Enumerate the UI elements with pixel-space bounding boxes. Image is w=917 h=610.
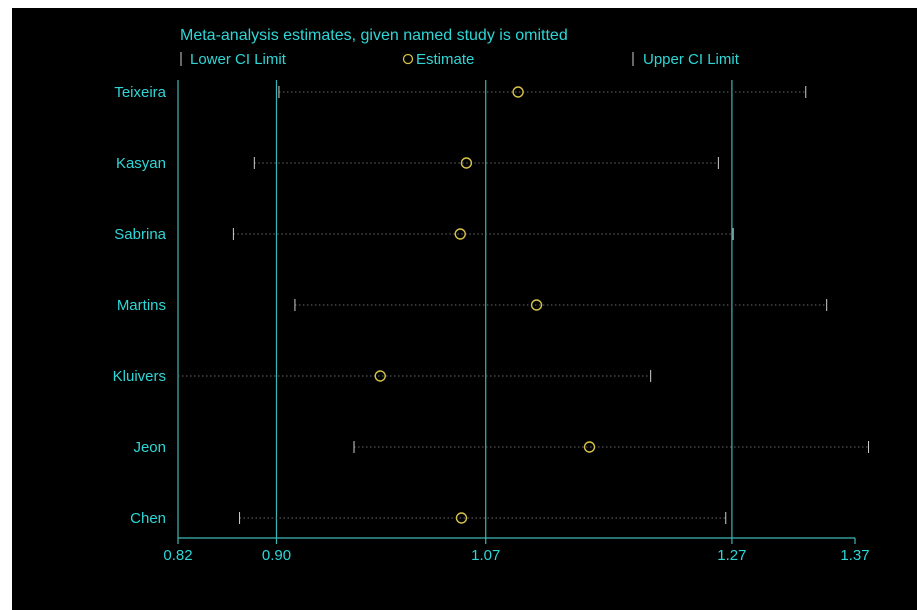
legend: Lower CI Limit Estimate Upper CI Limit [180,51,740,68]
study-label: Kluivers [113,368,166,385]
x-tick-label: 1.27 [717,547,746,564]
axes: 0.82 0.90 1.07 1.27 1.37 [163,80,870,564]
study-label: Teixeira [114,84,166,101]
study-label: Kasyan [116,155,166,172]
chart-title: Meta-analysis estimates, given named stu… [180,27,568,44]
study-label: Chen [130,510,166,527]
meta-analysis-plot: Meta-analysis estimates, given named stu… [113,27,870,564]
x-tick-label: 0.90 [262,547,291,564]
legend-estimate-label: Estimate [416,51,474,68]
chart-frame: Meta-analysis estimates, given named stu… [12,8,917,610]
estimate-marker [512,86,524,98]
legend-lower-ci-label: Lower CI Limit [190,51,287,68]
estimate-marker [460,157,473,169]
estimate-marker [530,299,543,311]
study-label: Martins [117,297,166,314]
study-marks: Teixeira Kasyan Sabrina Martins Kluivers Jeon… [113,84,870,527]
estimate-marker [374,370,386,382]
x-tick-label: 1.37 [840,547,869,564]
estimate-marker [583,441,596,453]
estimate-marker [455,512,468,524]
study-label: Jeon [133,439,166,456]
study-label: Sabrina [114,226,166,243]
legend-estimate-marker [402,53,414,65]
x-tick-label: 0.82 [163,547,192,564]
x-tick-label: 1.07 [471,547,500,564]
estimate-marker [454,228,466,240]
legend-upper-ci-label: Upper CI Limit [643,51,740,68]
